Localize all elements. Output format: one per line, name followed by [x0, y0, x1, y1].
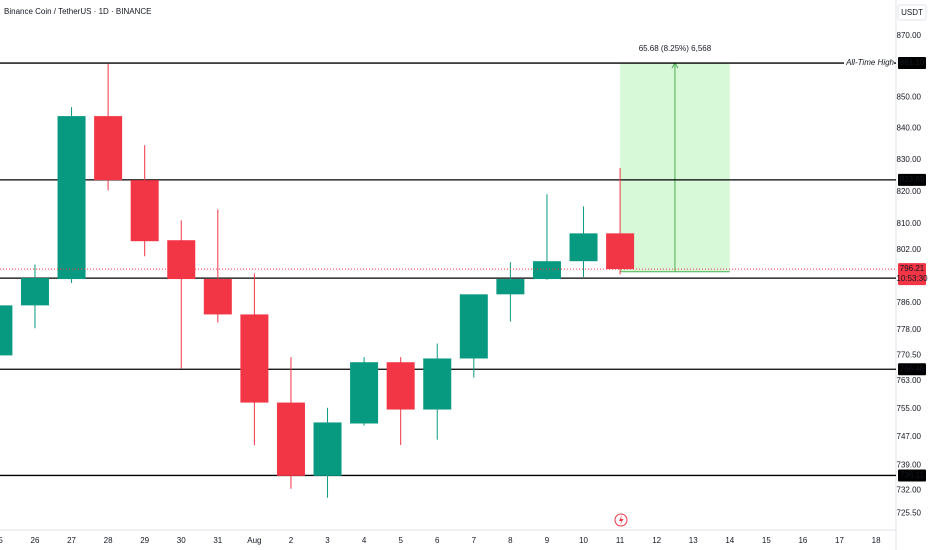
candle-body	[0, 305, 13, 356]
x-tick-label: 26	[31, 536, 40, 545]
candle-body	[313, 422, 342, 476]
candle-body	[57, 116, 86, 280]
plot	[0, 62, 896, 498]
candle-body	[532, 261, 561, 280]
candle-body	[94, 116, 123, 181]
y-tick-label: 810.00	[897, 219, 922, 228]
x-tick-label: 12	[652, 536, 661, 545]
level-tag	[898, 57, 926, 70]
level-label: 766.46	[900, 364, 925, 373]
level-tag	[898, 363, 926, 376]
measure-label: 65.68 (8.25%) 6,568	[639, 44, 712, 53]
currency-box[interactable]	[897, 4, 927, 21]
x-tick-label: 27	[67, 536, 76, 545]
level-tag	[898, 173, 926, 186]
x-tick-label: 16	[798, 536, 807, 545]
candle-body	[459, 294, 488, 359]
annotation: All-Time High	[845, 58, 894, 67]
currency[interactable]: USDT	[901, 8, 923, 17]
current-price-label: 796.21	[900, 264, 925, 273]
current-price-tag	[898, 263, 926, 286]
countdown: 10:53:30	[896, 274, 928, 283]
alert-icon	[614, 513, 628, 527]
x-tick-label: 31	[213, 536, 222, 545]
candle-body	[606, 233, 635, 270]
y-tick-label: 778.00	[897, 325, 922, 334]
x-tick-label: 17	[835, 536, 844, 545]
candle-body	[496, 279, 525, 295]
y-tick-label: 725.50	[897, 509, 922, 518]
x-tick-label: 4	[362, 536, 367, 545]
candle-body	[130, 180, 159, 242]
y-tick-label: 840.00	[897, 123, 922, 132]
x-tick-label: 25	[0, 536, 3, 545]
x-tick-label: 3	[325, 536, 330, 545]
level-label: 823.69	[900, 175, 925, 184]
x-tick-label: 13	[689, 536, 698, 545]
x-tick-label: 30	[177, 536, 186, 545]
x-tick-label: 15	[762, 536, 771, 545]
x-tick-label: 9	[545, 536, 550, 545]
candle-body	[203, 279, 232, 315]
candle-body	[167, 240, 196, 280]
y-tick-label: 747.00	[897, 432, 922, 441]
x-tick-label: 8	[508, 536, 513, 545]
candle-body	[423, 358, 452, 410]
x-tick-label: 5	[398, 536, 403, 545]
y-tick-label: 732.00	[897, 485, 922, 494]
candle-body	[276, 402, 305, 476]
x-tick-label: 2	[289, 536, 294, 545]
candle-body	[386, 362, 415, 410]
candle-body	[350, 362, 379, 424]
x-tick-label: 14	[725, 536, 734, 545]
y-tick-label: 763.00	[897, 376, 922, 385]
level-tag	[898, 469, 926, 482]
y-tick-label: 739.00	[897, 460, 922, 469]
x-tick-label: 28	[104, 536, 113, 545]
y-tick-label: 755.00	[897, 404, 922, 413]
x-tick-label: Aug	[247, 536, 261, 545]
x-tick-label: 11	[616, 536, 625, 545]
x-tick-label: 6	[435, 536, 440, 545]
y-tick-label: 802.00	[897, 245, 922, 254]
annotation-bg	[844, 57, 894, 70]
chart-title: Binance Coin / TetherUS · 1D · BINANCE	[4, 7, 151, 16]
y-tick-label: 770.50	[897, 351, 922, 360]
x-tick-label: 18	[872, 536, 881, 545]
y-tick-label: 850.00	[897, 92, 922, 101]
x-tick-label: 7	[472, 536, 477, 545]
candle-body	[20, 278, 49, 306]
y-tick-label: 870.00	[897, 31, 922, 40]
y-tick-label: 786.00	[897, 298, 922, 307]
candle-body	[240, 314, 269, 403]
level-label: 736.11	[900, 471, 924, 480]
x-tick-label: 29	[140, 536, 149, 545]
y-tick-label: 830.00	[897, 155, 922, 164]
x-tick-label: 10	[579, 536, 588, 545]
level-label: 861.10	[900, 58, 925, 67]
candle-body	[569, 233, 598, 262]
y-tick-label: 820.00	[897, 187, 922, 196]
